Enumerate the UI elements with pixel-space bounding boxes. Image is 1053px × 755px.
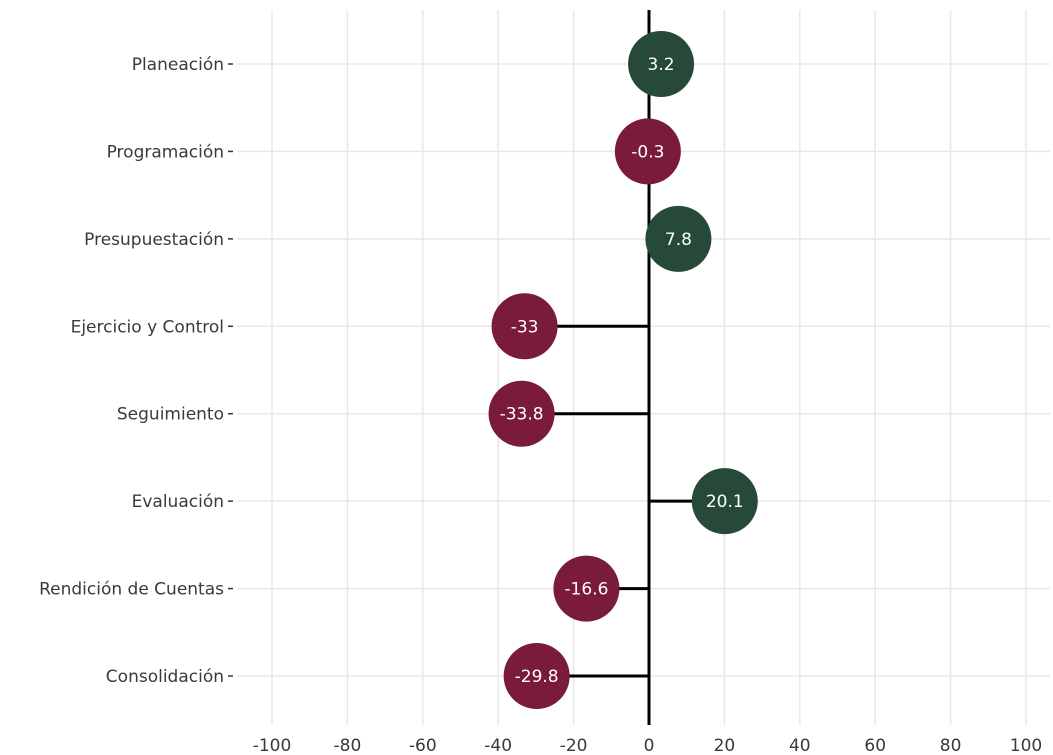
x-tick-label: -80 bbox=[334, 736, 362, 755]
category-label: Rendición de Cuentas bbox=[39, 580, 224, 600]
x-axis: -100 -80 -60 -40 -20 0 20 40 60 80 100 bbox=[253, 736, 1043, 755]
dots: 3.2 -0.3 7.8 -33 -33.8 20.1 -16.6 -29.8 bbox=[488, 31, 758, 710]
data-point bbox=[691, 468, 758, 535]
grid bbox=[237, 10, 1050, 725]
data-label: -33.8 bbox=[500, 405, 544, 425]
data-point bbox=[614, 118, 681, 185]
category-label: Consolidación bbox=[106, 667, 224, 687]
x-tick-label: 80 bbox=[940, 736, 962, 755]
category-label: Planeación bbox=[132, 55, 224, 75]
x-tick-label: 0 bbox=[644, 736, 655, 755]
category-label: Seguimiento bbox=[117, 405, 224, 425]
category-label: Programación bbox=[107, 142, 224, 162]
data-label: 3.2 bbox=[648, 55, 675, 75]
data-label: 7.8 bbox=[665, 230, 692, 250]
data-point bbox=[628, 31, 695, 97]
data-label: -16.6 bbox=[564, 580, 608, 600]
y-axis: Planeación Programación Presupuestación Eje… bbox=[39, 55, 233, 687]
category-label: Presupuestación bbox=[84, 230, 224, 250]
category-label: Evaluación bbox=[132, 492, 224, 512]
data-label: -33 bbox=[511, 317, 539, 337]
category-label: Ejercicio y Control bbox=[71, 317, 224, 337]
x-tick-label: -100 bbox=[253, 736, 292, 755]
x-tick-label: -20 bbox=[560, 736, 588, 755]
data-label: -0.3 bbox=[631, 142, 664, 162]
x-tick-label: 60 bbox=[864, 736, 886, 755]
x-tick-label: 40 bbox=[789, 736, 811, 755]
data-label: -29.8 bbox=[515, 667, 559, 687]
x-tick-label: 100 bbox=[1010, 736, 1042, 755]
data-point bbox=[488, 380, 555, 447]
x-tick-label: -40 bbox=[484, 736, 512, 755]
data-label: 20.1 bbox=[706, 492, 744, 512]
x-tick-label: -60 bbox=[409, 736, 437, 755]
data-point bbox=[553, 555, 620, 622]
data-point bbox=[503, 643, 570, 710]
data-point bbox=[645, 205, 712, 272]
data-point bbox=[491, 293, 558, 360]
x-tick-label: 20 bbox=[714, 736, 736, 755]
